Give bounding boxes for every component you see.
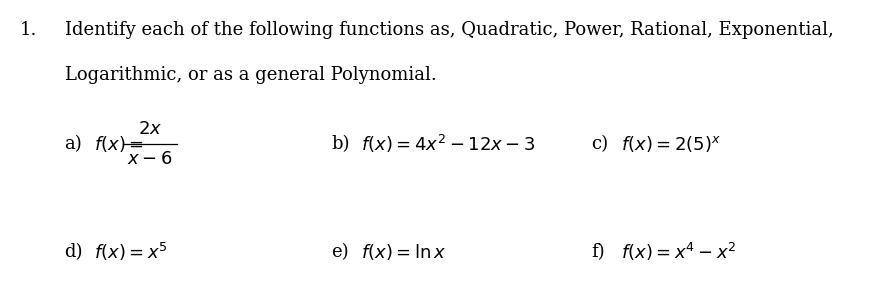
Text: Logarithmic, or as a general Polynomial.: Logarithmic, or as a general Polynomial. — [65, 66, 436, 84]
Text: c): c) — [591, 135, 608, 153]
Text: $f(x) = x^5$: $f(x) = x^5$ — [94, 241, 168, 263]
Text: Identify each of the following functions as, Quadratic, Power, Rational, Exponen: Identify each of the following functions… — [65, 21, 833, 39]
Text: $2x$: $2x$ — [137, 120, 162, 138]
Text: e): e) — [332, 243, 349, 261]
Text: $f(x) = 4x^2 - 12x - 3$: $f(x) = 4x^2 - 12x - 3$ — [361, 133, 536, 155]
Text: f): f) — [591, 243, 605, 261]
Text: $f(x) = x^4 - x^2$: $f(x) = x^4 - x^2$ — [621, 241, 737, 263]
Text: d): d) — [65, 243, 83, 261]
Text: $f(x) = \ln x$: $f(x) = \ln x$ — [361, 242, 446, 262]
Text: $f(x) = 2(5)^x$: $f(x) = 2(5)^x$ — [621, 134, 720, 154]
Text: b): b) — [332, 135, 350, 153]
Text: $f(x) = $: $f(x) = $ — [94, 134, 143, 154]
Text: $x - 6$: $x - 6$ — [127, 150, 172, 168]
Text: 1.: 1. — [20, 21, 37, 39]
Text: a): a) — [65, 135, 82, 153]
